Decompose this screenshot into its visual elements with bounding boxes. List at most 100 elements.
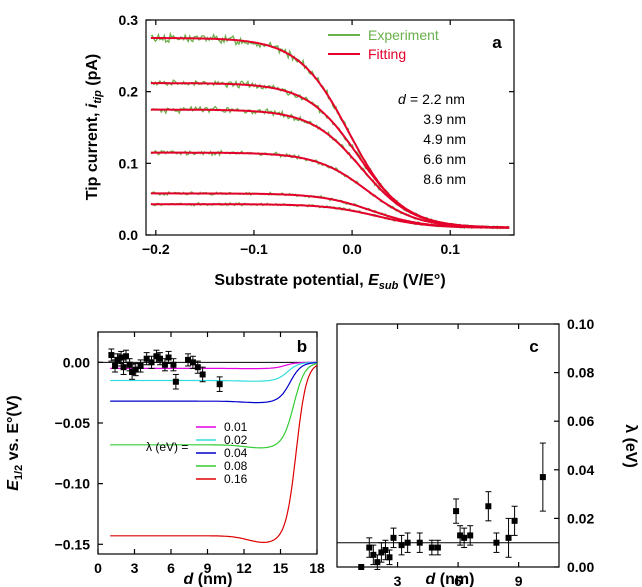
ylabel-b-var: E xyxy=(5,479,22,491)
panel-c-x-axis-label: d (nm) xyxy=(426,571,475,587)
lambda-series-line xyxy=(110,362,318,449)
panel-a-y-axis-label: Tip current, itip (pA) xyxy=(84,54,104,201)
data-point xyxy=(132,366,139,373)
xlabel-a-pre: Substrate potential, xyxy=(214,272,368,289)
data-point xyxy=(386,554,393,561)
data-point xyxy=(189,359,196,366)
data-point xyxy=(122,353,129,360)
panel-c-frame xyxy=(336,323,560,568)
data-point xyxy=(434,544,441,551)
data-point xyxy=(374,559,381,566)
data-point xyxy=(505,534,512,541)
ylabel-b-sub: 1/2 xyxy=(13,465,25,480)
x-tick-label: −0.1 xyxy=(240,241,268,257)
annotation-d-line-1: = 2.2 nm xyxy=(410,91,465,107)
panel-a-x-ticks: −0.2 −0.1 0.0 0.1 xyxy=(142,20,460,257)
panel-a-legend: Experiment Fitting xyxy=(328,27,439,62)
legend-b-label-5: 0.16 xyxy=(224,472,248,486)
annotation-d-var: d xyxy=(398,91,407,107)
panel-b: 0 3 6 9 12 15 18 0.00 −0.05 −0.10 −0.15 b λ (eV) … xyxy=(5,331,325,587)
y-tick-label: 0.08 xyxy=(567,365,594,381)
data-point xyxy=(165,354,172,361)
data-point xyxy=(172,378,179,385)
data-point xyxy=(137,362,144,369)
xlabel-b-post: (nm) xyxy=(193,571,232,587)
y-tick-label: 0.2 xyxy=(119,84,139,100)
panel-b-y-ticks: 0.00 −0.05 −0.10 −0.15 xyxy=(55,354,103,552)
y-tick-label: 0.00 xyxy=(63,354,90,370)
y-tick-label: 0.06 xyxy=(567,413,594,429)
panel-a-frame xyxy=(145,19,515,236)
panel-a-x-axis-label: Substrate potential, Esub (V/E°) xyxy=(214,272,445,292)
xlabel-a-sub: sub xyxy=(379,280,399,292)
data-point xyxy=(194,364,201,371)
data-point xyxy=(153,353,160,360)
fitting-curve xyxy=(150,108,510,229)
x-tick-label: 3 xyxy=(131,560,139,576)
x-tick-label: 6 xyxy=(167,560,175,576)
legend-b-title: λ (eV) = xyxy=(146,440,188,454)
data-point xyxy=(170,361,177,368)
fitting-curve xyxy=(150,151,510,229)
panel-a-d-annotation: d = 2.2 nm 3.9 nm 4.9 nm 6.6 nm 8.6 nm xyxy=(398,91,466,187)
data-point xyxy=(398,542,405,549)
panel-b-y-axis-label: E1/2 vs. E°(V) xyxy=(5,395,25,491)
x-tick-label: 9 xyxy=(204,560,212,576)
lambda-series-line xyxy=(110,361,318,370)
y-tick-label: 0.1 xyxy=(119,155,139,171)
y-tick-label: −0.05 xyxy=(55,415,91,431)
y-tick-label: 0.04 xyxy=(567,462,594,478)
panel-c-x-ticks: 3 6 9 xyxy=(394,324,523,587)
data-point xyxy=(390,534,397,541)
panel-c-y-axis-label: λ (eV) xyxy=(622,424,639,468)
xlabel-c-post: (nm) xyxy=(435,571,474,587)
y-tick-label: 0.02 xyxy=(567,510,594,526)
panel-b-data-points xyxy=(108,348,223,392)
data-point xyxy=(511,517,518,524)
legend-fitting-label: Fitting xyxy=(368,46,406,62)
data-point xyxy=(161,361,168,368)
legend-b-label-2: 0.02 xyxy=(224,433,248,447)
ylabel-b-post: vs. E°(V) xyxy=(5,395,22,465)
data-point xyxy=(378,549,385,556)
x-tick-label: 6 xyxy=(454,573,462,587)
y-tick-label: 0.10 xyxy=(567,316,594,332)
annotation-d-line-2: 3.9 nm xyxy=(423,111,466,127)
y-tick-label: 0.0 xyxy=(119,227,139,243)
legend-b-label-1: 0.01 xyxy=(224,420,248,434)
ylabel-a-pre: Tip current, xyxy=(84,108,101,200)
data-point xyxy=(404,539,411,546)
xlabel-c-var: d xyxy=(426,571,437,587)
panel-a-y-ticks: 0.0 0.1 0.2 0.3 xyxy=(119,12,514,243)
y-tick-label: 0.00 xyxy=(567,559,594,575)
panel-c: 3 6 9 0.00 0.02 0.04 0.06 0.08 0.10 c d (nm) λ … xyxy=(336,316,639,587)
panel-c-y-ticks: 0.00 0.02 0.04 0.06 0.08 0.10 xyxy=(554,316,594,575)
xlabel-a-post: (V/E°) xyxy=(398,272,445,289)
data-point xyxy=(461,534,468,541)
panel-b-legend: λ (eV) = 0.01 0.02 0.04 0.08 0.16 xyxy=(146,420,248,486)
panel-b-label: b xyxy=(297,337,307,356)
data-point xyxy=(382,546,389,553)
panel-b-x-axis-label: d (nm) xyxy=(184,571,233,587)
data-point xyxy=(114,356,121,363)
panel-a-fitting-curves xyxy=(150,37,510,229)
fitting-curve xyxy=(150,203,510,229)
legend-b-label-3: 0.04 xyxy=(224,446,248,460)
annotation-d-line-3: 4.9 nm xyxy=(423,131,466,147)
panel-c-label: c xyxy=(529,337,538,356)
x-tick-label: 3 xyxy=(394,573,402,587)
xlabel-b-var: d xyxy=(184,571,195,587)
data-point xyxy=(185,356,192,363)
panel-a-label: a xyxy=(492,33,502,52)
y-tick-label: −0.15 xyxy=(55,536,91,552)
panel-b-x-ticks: 0 3 6 9 12 15 18 xyxy=(94,332,325,576)
x-tick-label: 9 xyxy=(515,573,523,587)
ylabel-a-post: (pA) xyxy=(84,54,101,90)
data-point xyxy=(428,544,435,551)
panel-c-data-points xyxy=(358,442,546,570)
annotation-d-line-4: 6.6 nm xyxy=(423,151,466,167)
data-point xyxy=(108,352,115,359)
x-tick-label: 0.1 xyxy=(440,241,460,257)
x-tick-label: 15 xyxy=(273,560,289,576)
